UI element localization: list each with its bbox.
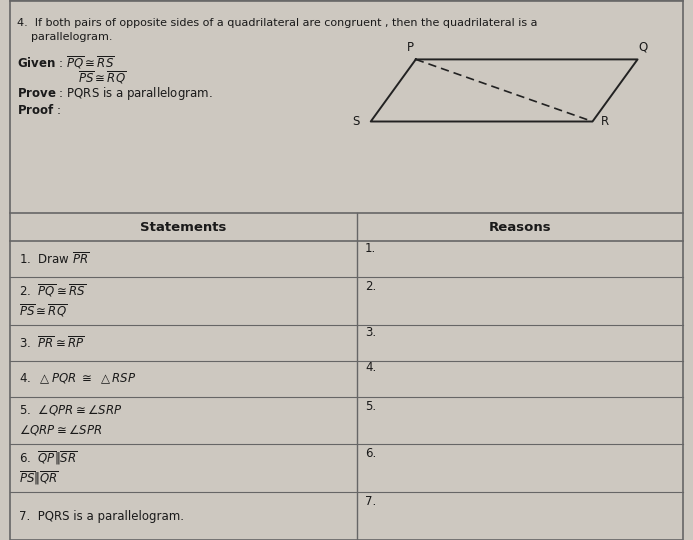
Text: 5.: 5.: [365, 400, 376, 413]
Text: 3.  $\overline{PR} \cong \overline{RP}$: 3. $\overline{PR} \cong \overline{RP}$: [19, 335, 85, 351]
Text: S: S: [352, 115, 359, 128]
Text: $\mathbf{Prove}$ : PQRS is a parallelogram.: $\mathbf{Prove}$ : PQRS is a parallelogr…: [17, 85, 213, 102]
Text: parallelogram.: parallelogram.: [17, 32, 113, 43]
Text: 2.  $\overline{PQ} \cong \overline{RS}$: 2. $\overline{PQ} \cong \overline{RS}$: [19, 282, 86, 299]
Text: 4.  If both pairs of opposite sides of a quadrilateral are congruent , then the : 4. If both pairs of opposite sides of a …: [17, 18, 538, 29]
Text: 6.  $\overline{QP} \| \overline{SR}$: 6. $\overline{QP} \| \overline{SR}$: [19, 449, 77, 467]
Text: 2.: 2.: [365, 280, 376, 293]
Text: $\overline{PS} \cong \overline{RQ}$: $\overline{PS} \cong \overline{RQ}$: [19, 302, 67, 319]
Text: 7.: 7.: [365, 495, 376, 508]
Text: R: R: [601, 115, 609, 128]
Text: 4.: 4.: [365, 361, 376, 375]
Text: 7.  PQRS is a parallelogram.: 7. PQRS is a parallelogram.: [19, 510, 184, 523]
Text: P: P: [407, 41, 414, 54]
Text: 1.  Draw $\overline{PR}$: 1. Draw $\overline{PR}$: [19, 251, 89, 267]
Text: Q: Q: [638, 41, 648, 54]
Text: $\angle QRP \cong \angle SPR$: $\angle QRP \cong \angle SPR$: [19, 423, 103, 437]
Text: Statements: Statements: [140, 221, 227, 234]
Text: 1.: 1.: [365, 242, 376, 255]
Text: $\mathbf{Given}$ : $\overline{PQ} \cong \overline{RS}$: $\mathbf{Given}$ : $\overline{PQ} \cong …: [17, 54, 115, 71]
Text: 3.: 3.: [365, 326, 376, 339]
Text: 4.  $\triangle PQR\ \cong\ \triangle RSP$: 4. $\triangle PQR\ \cong\ \triangle RSP$: [19, 372, 136, 386]
Text: $\mathbf{Proof}$ :: $\mathbf{Proof}$ :: [17, 103, 62, 117]
Text: 5.  $\angle QPR \cong \angle SRP$: 5. $\angle QPR \cong \angle SRP$: [19, 403, 122, 417]
Text: $\overline{PS} \cong \overline{RQ}$: $\overline{PS} \cong \overline{RQ}$: [78, 69, 126, 86]
Text: Reasons: Reasons: [489, 221, 551, 234]
Text: 6.: 6.: [365, 448, 376, 461]
Text: $\overline{PS} \| \overline{QR}$: $\overline{PS} \| \overline{QR}$: [19, 469, 58, 487]
